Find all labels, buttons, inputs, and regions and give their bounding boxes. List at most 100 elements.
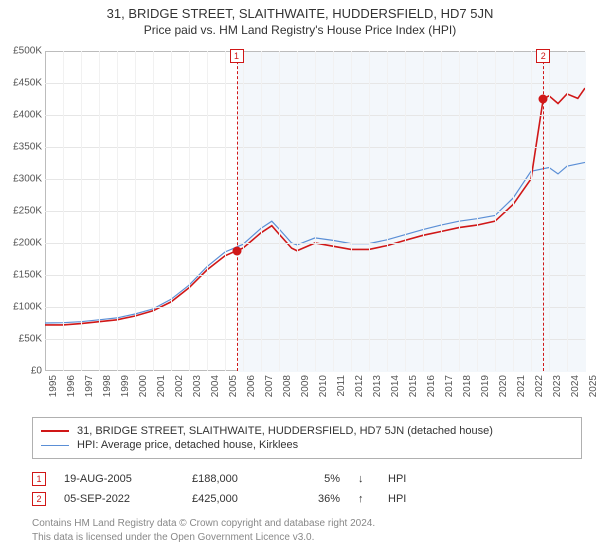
x-axis-label: 2010 <box>318 375 329 397</box>
x-axis-label: 2023 <box>552 375 563 397</box>
sale-against-label: HPI <box>388 493 406 505</box>
x-axis-label: 1995 <box>48 375 59 397</box>
sale-row: 2 05-SEP-2022 £425,000 36% ↑ HPI <box>32 489 582 509</box>
sale-index-badge: 2 <box>32 492 46 506</box>
sale-marker-badge: 1 <box>230 49 244 63</box>
gridline-v <box>441 51 442 371</box>
gridline-v <box>81 51 82 371</box>
gridline-v <box>63 51 64 371</box>
x-axis-label: 2001 <box>156 375 167 397</box>
legend-swatch <box>41 430 69 432</box>
gridline-v <box>495 51 496 371</box>
gridline-v <box>243 51 244 371</box>
y-axis-label: £350K <box>0 142 42 153</box>
gridline-v <box>459 51 460 371</box>
gridline-v <box>513 51 514 371</box>
gridline-v <box>135 51 136 371</box>
gridline-v <box>549 51 550 371</box>
legend-swatch <box>41 445 69 446</box>
x-axis-label: 2004 <box>210 375 221 397</box>
legend-label: 31, BRIDGE STREET, SLAITHWAITE, HUDDERSF… <box>77 425 493 437</box>
gridline-v <box>225 51 226 371</box>
legend-label: HPI: Average price, detached house, Kirk… <box>77 439 298 451</box>
x-axis-label: 1998 <box>102 375 113 397</box>
chart-subtitle: Price paid vs. HM Land Registry's House … <box>0 21 600 41</box>
x-axis-label: 1997 <box>84 375 95 397</box>
footer-line1: Contains HM Land Registry data © Crown c… <box>32 517 582 531</box>
y-axis-label: £400K <box>0 110 42 121</box>
gridline-v <box>207 51 208 371</box>
y-axis-label: £100K <box>0 302 42 313</box>
gridline-v <box>369 51 370 371</box>
y-axis-label: £250K <box>0 206 42 217</box>
y-axis-label: £450K <box>0 78 42 89</box>
footer-line2: This data is licensed under the Open Gov… <box>32 531 582 545</box>
sale-percent: 36% <box>300 493 340 505</box>
sale-percent: 5% <box>300 473 340 485</box>
x-axis-label: 2025 <box>588 375 599 397</box>
y-axis-label: £500K <box>0 46 42 57</box>
x-axis-label: 1999 <box>120 375 131 397</box>
legend-item: 31, BRIDGE STREET, SLAITHWAITE, HUDDERSF… <box>41 424 573 438</box>
sale-index-badge: 1 <box>32 472 46 486</box>
gridline-v <box>387 51 388 371</box>
gridline-v <box>477 51 478 371</box>
x-axis-label: 2019 <box>480 375 491 397</box>
y-axis-label: £300K <box>0 174 42 185</box>
gridline-v <box>171 51 172 371</box>
x-axis-label: 2018 <box>462 375 473 397</box>
y-axis-label: £50K <box>0 334 42 345</box>
legend-item: HPI: Average price, detached house, Kirk… <box>41 438 573 452</box>
y-axis-label: £0 <box>0 366 42 377</box>
chart-title: 31, BRIDGE STREET, SLAITHWAITE, HUDDERSF… <box>0 0 600 21</box>
gridline-v <box>315 51 316 371</box>
x-axis-label: 2022 <box>534 375 545 397</box>
gridline-v <box>279 51 280 371</box>
sale-arrow-icon: ↑ <box>358 493 370 505</box>
sale-date: 05-SEP-2022 <box>64 493 174 505</box>
gridline-v <box>297 51 298 371</box>
x-axis-label: 1996 <box>66 375 77 397</box>
x-axis-label: 2015 <box>408 375 419 397</box>
x-axis-label: 2000 <box>138 375 149 397</box>
x-axis-label: 2011 <box>336 375 347 397</box>
x-axis-label: 2020 <box>498 375 509 397</box>
chart-area: £0 £50K £100K £150K £200K £250K £300K £350K £400… <box>0 41 600 411</box>
sale-against-label: HPI <box>388 473 406 485</box>
x-axis-label: 2014 <box>390 375 401 397</box>
sale-marker-dot <box>232 246 241 255</box>
y-axis-label: £200K <box>0 238 42 249</box>
x-axis-label: 2013 <box>372 375 383 397</box>
x-axis-label: 2005 <box>228 375 239 397</box>
x-axis-label: 2017 <box>444 375 455 397</box>
sale-marker-dot <box>539 95 548 104</box>
sale-marker-badge: 2 <box>536 49 550 63</box>
y-axis-label: £150K <box>0 270 42 281</box>
gridline-v <box>351 51 352 371</box>
sale-arrow-icon: ↓ <box>358 473 370 485</box>
x-axis-label: 2009 <box>300 375 311 397</box>
legend: 31, BRIDGE STREET, SLAITHWAITE, HUDDERSF… <box>32 417 582 459</box>
gridline-v <box>531 51 532 371</box>
x-axis-label: 2003 <box>192 375 203 397</box>
gridline-v <box>261 51 262 371</box>
sale-row: 119-AUG-2005£188,0005%↓HPI <box>32 469 582 489</box>
gridline-v <box>567 51 568 371</box>
x-axis-label: 2021 <box>516 375 527 397</box>
gridline-v <box>333 51 334 371</box>
x-axis-label: 2006 <box>246 375 257 397</box>
gridline-v <box>117 51 118 371</box>
gridline-v <box>153 51 154 371</box>
gridline-v <box>423 51 424 371</box>
x-axis-label: 2016 <box>426 375 437 397</box>
footer-attribution: Contains HM Land Registry data © Crown c… <box>32 517 582 544</box>
sale-price: £188,000 <box>192 473 282 485</box>
x-axis-label: 2002 <box>174 375 185 397</box>
gridline-v <box>99 51 100 371</box>
x-axis-label: 2024 <box>570 375 581 397</box>
sale-price: £425,000 <box>192 493 282 505</box>
gridline-v <box>189 51 190 371</box>
gridline-v <box>405 51 406 371</box>
x-axis-label: 2012 <box>354 375 365 397</box>
sales-table: 119-AUG-2005£188,0005%↓HPI205-SEP-2022£4… <box>32 469 582 509</box>
